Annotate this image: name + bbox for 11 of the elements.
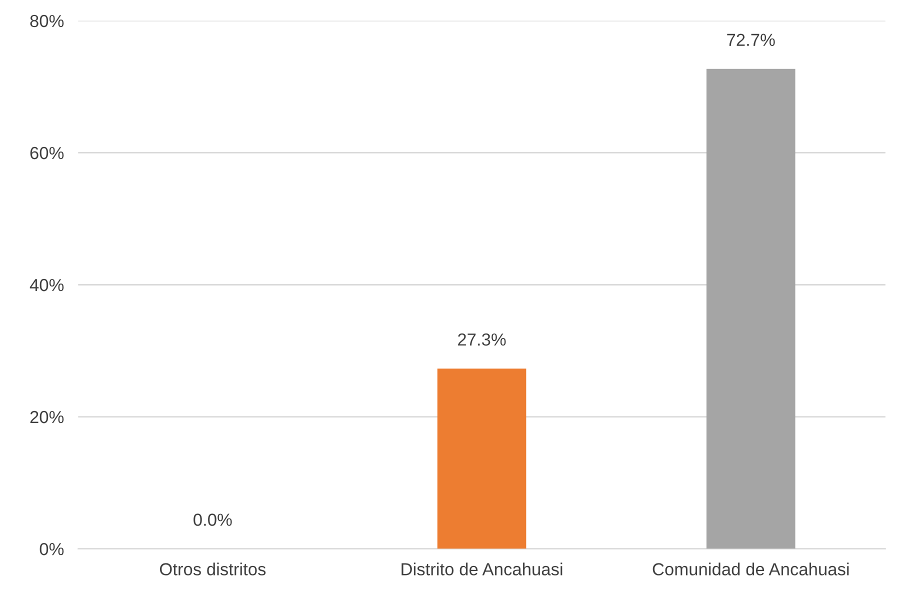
y-tick-label: 40%: [30, 278, 64, 292]
y-tick-label: 0%: [40, 542, 64, 556]
y-tick-label: 20%: [30, 410, 64, 424]
data-label: 0.0%: [194, 514, 232, 526]
y-tick-label: 80%: [30, 14, 64, 28]
x-tick-label: Distrito de Ancahuasi: [402, 562, 562, 576]
x-tick-label: Comunidad de Ancahuasi: [652, 562, 849, 576]
data-label: 27.3%: [458, 333, 506, 346]
data-label: 72.7%: [727, 34, 775, 46]
y-tick-label: 60%: [30, 146, 64, 160]
x-tick-label: Otros distritos: [160, 562, 266, 576]
